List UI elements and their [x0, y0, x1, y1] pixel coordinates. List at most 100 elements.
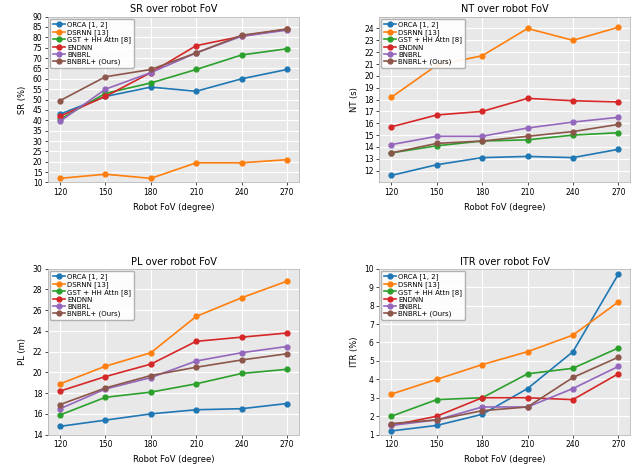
BNBRL+ (Ours): [102, 74, 109, 80]
ORCA [1, 2]: [524, 153, 531, 159]
BNBRL: [102, 86, 109, 92]
DSRNN [13]: [56, 175, 64, 181]
GST + HH Attn [8]: [388, 150, 396, 156]
Y-axis label: ITR (%): ITR (%): [349, 336, 358, 367]
Line: GST + HH Attn [8]: GST + HH Attn [8]: [58, 367, 289, 418]
X-axis label: Robot FoV (degree): Robot FoV (degree): [132, 203, 214, 211]
ORCA [1, 2]: [193, 407, 200, 413]
GST + HH Attn [8]: [147, 390, 155, 395]
GST + HH Attn [8]: [193, 381, 200, 387]
BNBRL+ (Ours): [56, 98, 64, 104]
Line: GST + HH Attn [8]: GST + HH Attn [8]: [58, 47, 289, 122]
GST + HH Attn [8]: [524, 137, 531, 142]
BNBRL: [56, 406, 64, 411]
GST + HH Attn [8]: [433, 397, 441, 402]
ORCA [1, 2]: [283, 401, 291, 407]
ORCA [1, 2]: [478, 155, 486, 161]
Title: ITR over robot FoV: ITR over robot FoV: [460, 256, 550, 266]
BNBRL+ (Ours): [478, 408, 486, 414]
BNBRL+ (Ours): [524, 133, 531, 139]
Y-axis label: SR (%): SR (%): [18, 86, 27, 114]
ORCA [1, 2]: [388, 428, 396, 434]
GST + HH Attn [8]: [388, 413, 396, 419]
Line: BNBRL+ (Ours): BNBRL+ (Ours): [58, 27, 289, 103]
DSRNN [13]: [56, 381, 64, 387]
ENDNN: [193, 339, 200, 344]
BNBRL+ (Ours): [433, 141, 441, 146]
BNBRL+ (Ours): [283, 26, 291, 32]
ENDNN: [147, 70, 155, 76]
ENDNN: [478, 109, 486, 114]
BNBRL: [147, 375, 155, 380]
X-axis label: Robot FoV (degree): Robot FoV (degree): [132, 455, 214, 464]
ENDNN: [147, 361, 155, 367]
Y-axis label: NT (s): NT (s): [349, 87, 358, 112]
ENDNN: [193, 43, 200, 48]
ENDNN: [388, 124, 396, 130]
BNBRL+ (Ours): [147, 373, 155, 379]
BNBRL: [388, 142, 396, 147]
BNBRL: [433, 417, 441, 423]
ENDNN: [433, 413, 441, 419]
Line: GST + HH Attn [8]: GST + HH Attn [8]: [389, 346, 621, 418]
GST + HH Attn [8]: [147, 80, 155, 86]
BNBRL: [478, 133, 486, 139]
ORCA [1, 2]: [237, 76, 245, 82]
ORCA [1, 2]: [524, 386, 531, 391]
GST + HH Attn [8]: [614, 345, 622, 351]
ENDNN: [283, 330, 291, 336]
DSRNN [13]: [569, 38, 577, 43]
BNBRL: [283, 27, 291, 33]
Title: PL over robot FoV: PL over robot FoV: [131, 256, 216, 266]
GST + HH Attn [8]: [102, 91, 109, 96]
Line: ENDNN: ENDNN: [389, 96, 621, 129]
BNBRL+ (Ours): [614, 354, 622, 360]
Legend: ORCA [1, 2], DSRNN [13], GST + HH Attn [8], ENDNN, BNBRL, BNBRL+ (Ours): ORCA [1, 2], DSRNN [13], GST + HH Attn […: [50, 19, 134, 67]
ENDNN: [56, 114, 64, 119]
BNBRL: [478, 404, 486, 410]
ORCA [1, 2]: [614, 146, 622, 152]
BNBRL+ (Ours): [193, 364, 200, 370]
Line: DSRNN [13]: DSRNN [13]: [58, 157, 289, 181]
BNBRL: [193, 50, 200, 56]
DSRNN [13]: [388, 391, 396, 397]
GST + HH Attn [8]: [283, 367, 291, 372]
DSRNN [13]: [193, 314, 200, 319]
ORCA [1, 2]: [193, 88, 200, 94]
DSRNN [13]: [478, 362, 486, 368]
Line: DSRNN [13]: DSRNN [13]: [58, 279, 289, 386]
Line: BNBRL+ (Ours): BNBRL+ (Ours): [389, 355, 621, 426]
Line: BNBRL+ (Ours): BNBRL+ (Ours): [389, 122, 621, 155]
BNBRL: [237, 350, 245, 356]
Legend: ORCA [1, 2], DSRNN [13], GST + HH Attn [8], ENDNN, BNBRL, BNBRL+ (Ours): ORCA [1, 2], DSRNN [13], GST + HH Attn […: [381, 271, 465, 320]
Line: ENDNN: ENDNN: [58, 27, 289, 119]
BNBRL+ (Ours): [569, 129, 577, 134]
Line: ORCA [1, 2]: ORCA [1, 2]: [58, 401, 289, 429]
GST + HH Attn [8]: [56, 116, 64, 122]
ENDNN: [433, 112, 441, 118]
DSRNN [13]: [237, 160, 245, 166]
ENDNN: [524, 95, 531, 101]
DSRNN [13]: [147, 350, 155, 356]
DSRNN [13]: [147, 175, 155, 181]
GST + HH Attn [8]: [569, 132, 577, 138]
ORCA [1, 2]: [56, 111, 64, 117]
BNBRL+ (Ours): [283, 351, 291, 357]
BNBRL+ (Ours): [237, 357, 245, 363]
ENDNN: [237, 33, 245, 39]
BNBRL+ (Ours): [56, 402, 64, 408]
BNBRL+ (Ours): [524, 404, 531, 410]
BNBRL: [283, 343, 291, 349]
Line: BNBRL: BNBRL: [58, 344, 289, 411]
BNBRL+ (Ours): [102, 385, 109, 391]
DSRNN [13]: [283, 157, 291, 162]
ENDNN: [478, 395, 486, 400]
GST + HH Attn [8]: [102, 394, 109, 400]
DSRNN [13]: [102, 171, 109, 177]
BNBRL: [524, 404, 531, 410]
BNBRL: [614, 114, 622, 120]
ORCA [1, 2]: [283, 66, 291, 72]
ENDNN: [614, 99, 622, 105]
ENDNN: [569, 397, 577, 402]
Line: BNBRL: BNBRL: [389, 364, 621, 428]
